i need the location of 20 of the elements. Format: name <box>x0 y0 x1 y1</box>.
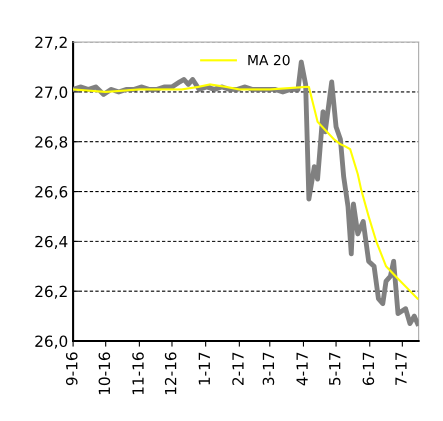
y-tick-label: 27,0 <box>35 86 68 100</box>
x-tick-label: 4-17 <box>296 352 308 386</box>
x-tick-label: 6-17 <box>362 352 374 386</box>
x-tick-label: 1-17 <box>198 352 210 384</box>
y-tick-label: 26,8 <box>35 136 68 150</box>
x-tick-label: 11-16 <box>132 352 144 394</box>
x-tick-label: 9-16 <box>66 352 78 386</box>
x-tick-label: 12-16 <box>164 352 176 394</box>
y-tick-label: 26,6 <box>35 186 68 200</box>
y-tick-label: 26,0 <box>35 335 68 349</box>
x-tick-label: 10-16 <box>98 352 110 394</box>
y-tick-label: 26,2 <box>35 286 67 299</box>
x-tick-label: 5-17 <box>329 352 340 385</box>
y-tick-label: 26,4 <box>35 236 68 249</box>
line-series <box>73 83 419 300</box>
x-tick-label: 3-17 <box>262 352 274 385</box>
x-tick-label: 2-17 <box>232 352 244 385</box>
y-tick-label: 27,2 <box>35 36 67 50</box>
x-tick-label: 7-17 <box>395 352 407 385</box>
legend-label: MA 20 <box>248 54 290 66</box>
